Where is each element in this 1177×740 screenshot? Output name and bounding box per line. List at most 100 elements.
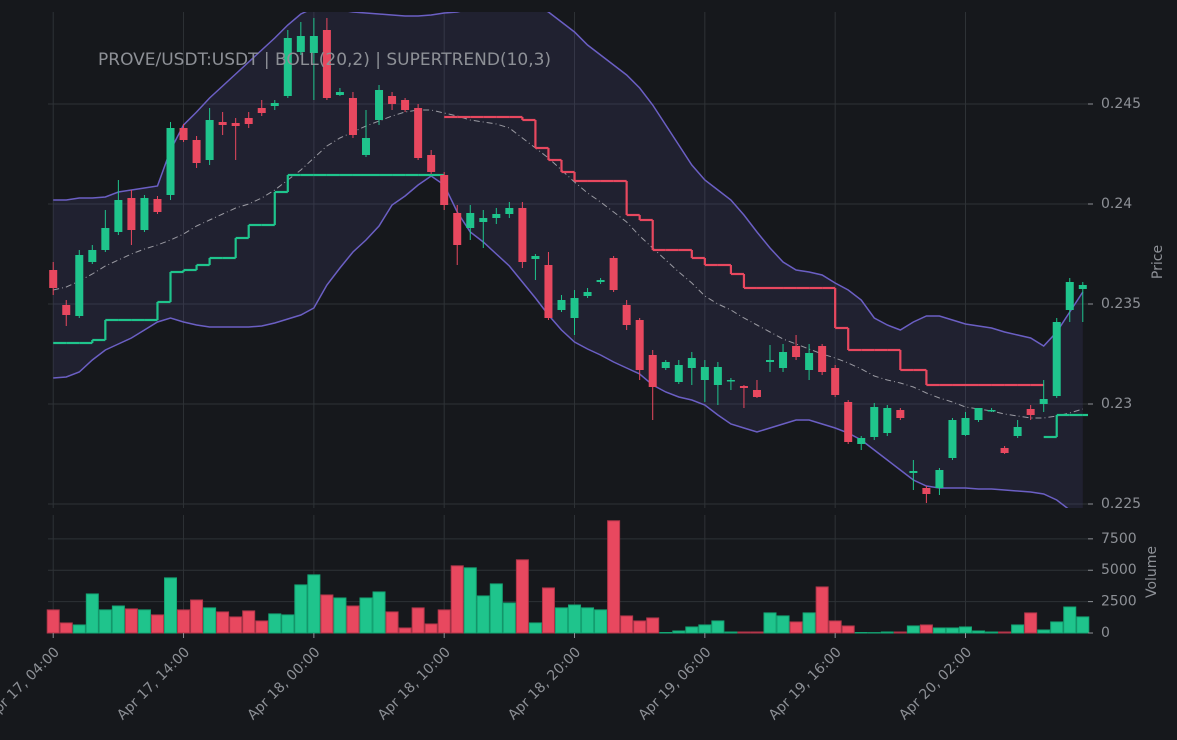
volume-bar (515, 559, 529, 634)
volume-bar (294, 584, 308, 634)
candle-body (726, 380, 735, 382)
bollinger-middle (53, 109, 1083, 419)
volume-bar (111, 605, 125, 634)
volume-bar (945, 627, 959, 634)
candle-body (75, 255, 84, 316)
volume-bar (998, 631, 1012, 634)
candle-body (870, 407, 879, 437)
candle-body (427, 155, 436, 172)
candle-body (205, 120, 214, 160)
candle-body (661, 362, 670, 368)
volume-bar (659, 631, 673, 634)
candle-body (596, 280, 605, 282)
candle-body (818, 346, 827, 372)
volume-bar (724, 631, 738, 634)
volume-bar (46, 609, 60, 634)
candle-body (335, 92, 344, 95)
price-panel (49, 12, 1088, 508)
candle-body (739, 386, 748, 388)
candle-body (752, 390, 761, 397)
candle-body (218, 122, 227, 125)
candle-body (583, 292, 592, 296)
candle-body (987, 410, 996, 412)
candle-body (622, 305, 631, 325)
candle-body (674, 365, 683, 382)
volume-bar (385, 611, 399, 634)
candle-body (114, 200, 123, 232)
candle-body (127, 198, 136, 230)
y-tick-label: 0.23 (1101, 396, 1132, 412)
candle-body (635, 320, 644, 370)
candle-body (283, 38, 292, 96)
volume-bar (242, 610, 256, 634)
candle-body (779, 352, 788, 368)
candle-body (857, 438, 866, 444)
volume-bar (776, 615, 790, 634)
volume-bar (1037, 629, 1051, 634)
band-fill (53, 12, 1083, 508)
volume-bar (203, 607, 217, 634)
candle-body (140, 198, 149, 230)
candle-body (518, 208, 527, 262)
candle-body (453, 213, 462, 245)
volume-bar (411, 607, 425, 634)
candle-body (831, 368, 840, 395)
volume-bar (398, 627, 412, 634)
volume-bar (346, 605, 360, 634)
candle-body (570, 298, 579, 318)
volume-bar (489, 583, 503, 634)
volume-panel (46, 520, 1090, 634)
volume-bar (594, 609, 608, 634)
chart-title: PROVE/USDT:USDT | BOLL(20,2) | SUPERTREN… (98, 50, 551, 70)
y-tick-label: 0.245 (1101, 96, 1141, 112)
candle-body (648, 355, 657, 387)
candle-body (401, 100, 410, 110)
candle-body (414, 108, 423, 158)
volume-bar (711, 620, 725, 634)
candle-body (257, 108, 266, 113)
volume-bar (320, 594, 334, 634)
volume-bar (607, 520, 621, 634)
volume-bar (815, 586, 829, 634)
volume-bar (554, 607, 568, 634)
volume-bar (972, 630, 986, 634)
volume-bar (750, 631, 764, 634)
volume-bar (137, 609, 151, 634)
y-axis-label: Price (1150, 245, 1166, 279)
volume-bar (255, 620, 269, 634)
volume-bar (541, 587, 555, 634)
volume-bar (359, 597, 373, 634)
volume-bar (633, 620, 647, 634)
volume-bar (906, 625, 920, 634)
candle-body (192, 140, 201, 163)
volume-bar (1050, 621, 1064, 634)
candle-body (766, 360, 775, 362)
volume-bar (190, 599, 204, 634)
candle-body (231, 123, 240, 126)
volume-bar (98, 609, 112, 634)
volume-bar (229, 616, 243, 634)
candle-body (322, 30, 331, 98)
candle-body (557, 300, 566, 310)
volume-bar (919, 624, 933, 634)
candle-body (296, 36, 305, 52)
volume-bar (1063, 606, 1077, 634)
candle-body (909, 471, 918, 473)
volume-bar (958, 626, 972, 634)
candle-body (1052, 322, 1061, 396)
candle-body (492, 214, 501, 218)
candle-body (1039, 399, 1048, 404)
volume-bar (528, 622, 542, 634)
volume-bar (685, 626, 699, 634)
bollinger-upper (53, 12, 1084, 347)
volume-bar (581, 607, 595, 634)
candle-body (153, 199, 162, 212)
volume-bar (502, 602, 516, 634)
candle-body (713, 367, 722, 385)
candle-body (179, 128, 188, 140)
candle-body (531, 256, 540, 259)
candle-body (792, 346, 801, 357)
volume-tick-label: 5000 (1101, 562, 1137, 578)
volume-bar (216, 611, 230, 634)
volume-bar (1011, 624, 1025, 634)
